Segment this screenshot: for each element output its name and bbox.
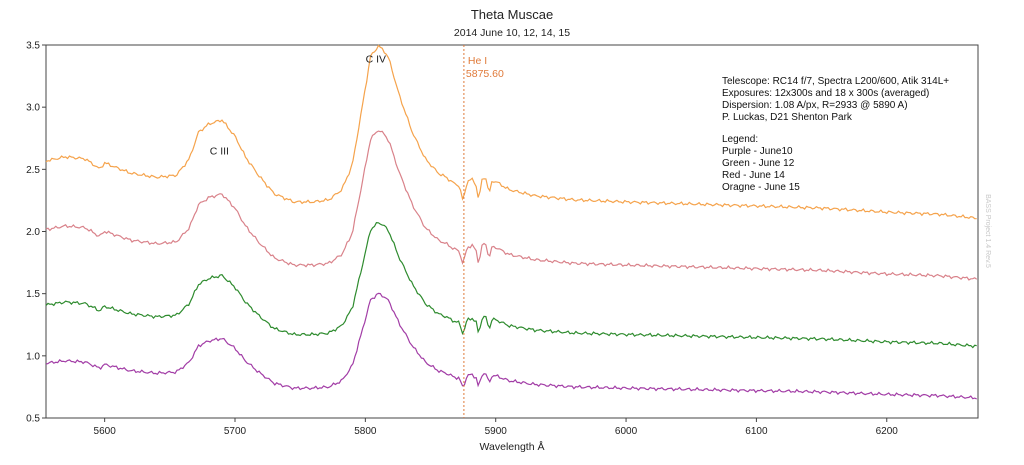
legend-purple: Purple - June10 — [722, 146, 793, 157]
axis-layer: 5600 5700 5800 5900 6000 6100 6200 0.5 1.0 1.5 2.0… — [26, 41, 898, 438]
info-line-telescope: Telescope: RC14 f/7, Spectra L200/600, A… — [722, 76, 949, 87]
annotation-c-iii: C III — [210, 145, 229, 157]
x-axis-label: Wavelength Å — [480, 440, 545, 453]
x-tick-label: 5900 — [485, 426, 508, 437]
legend-orange: Oragne - June 15 — [722, 182, 800, 193]
x-tick-label: 5600 — [94, 426, 117, 437]
y-tick-label: 1.5 — [26, 289, 40, 300]
series-line-june-10 — [45, 292, 977, 400]
y-tick-label: 0.5 — [26, 414, 40, 425]
annotation-c-iv: C IV — [366, 53, 386, 65]
y-tick-label: 1.0 — [26, 351, 40, 362]
info-line-dispersion: Dispersion: 1.08 A/px, R=2933 @ 5890 A) — [722, 100, 908, 111]
legend-heading: Legend: — [722, 134, 758, 145]
x-tick-label: 5800 — [354, 426, 377, 437]
x-tick-label: 6200 — [876, 426, 899, 437]
info-line-exposures: Exposures: 12x300s and 18 x 300s (averag… — [722, 88, 929, 99]
side-watermark-text: BASS Project 1.4 Rev.5 — [984, 194, 991, 268]
legend-red: Red - June 14 — [722, 170, 785, 181]
y-tick-label: 2.0 — [26, 227, 40, 238]
y-tick-label: 2.5 — [26, 165, 40, 176]
series-line-june-12 — [45, 221, 977, 349]
x-tick-label: 5700 — [224, 426, 247, 437]
series-layer — [45, 44, 978, 400]
series-line-june-14 — [45, 130, 978, 281]
chart-title: Theta Muscae — [471, 7, 553, 22]
chart-subtitle: 2014 June 10, 12, 14, 15 — [454, 27, 570, 39]
series-line-june-15 — [45, 44, 977, 220]
x-tick-label: 6000 — [615, 426, 638, 437]
he-i-wavelength-label: 5875.60 — [466, 68, 504, 80]
x-tick-label: 6100 — [745, 426, 768, 437]
info-text-block: Telescope: RC14 f/7, Spectra L200/600, A… — [722, 76, 949, 193]
info-line-observer: P. Luckas, D21 Shenton Park — [722, 112, 853, 123]
he-i-label: He I — [468, 55, 487, 67]
y-tick-label: 3.5 — [26, 41, 40, 52]
legend-green: Green - June 12 — [722, 158, 795, 169]
y-tick-label: 3.0 — [26, 103, 40, 114]
